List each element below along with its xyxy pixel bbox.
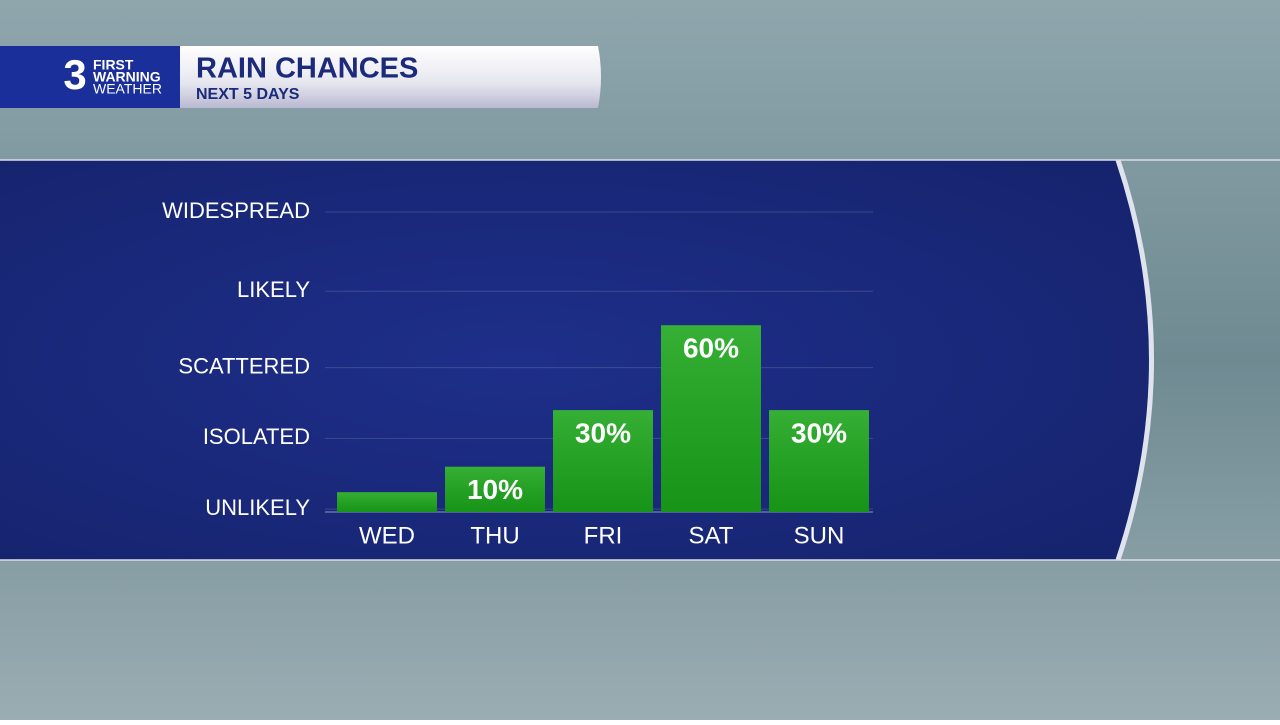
panel-edge	[1115, 159, 1154, 561]
chart-title: RAIN CHANCES	[196, 53, 418, 85]
bar-shade	[445, 466, 545, 512]
x-tick-label: WED	[359, 522, 415, 549]
logo-text: FIRST	[93, 57, 134, 73]
y-tick-label: WIDESPREAD	[162, 198, 310, 223]
logo-box	[0, 46, 180, 108]
bar-shade	[553, 410, 653, 512]
y-tick-label: ISOLATED	[203, 424, 310, 449]
y-tick-label: UNLIKELY	[205, 495, 310, 520]
logo-number: 3	[63, 51, 86, 98]
logo-text: WEATHER	[93, 81, 162, 97]
title-banner	[180, 46, 601, 108]
x-tick-label: SUN	[794, 522, 845, 549]
value-label: 10%	[467, 474, 523, 505]
value-label: 30%	[791, 418, 847, 449]
logo-text: WARNING	[93, 69, 161, 85]
value-label: 30%	[575, 418, 631, 449]
value-label: 60%	[683, 333, 739, 364]
x-tick-label: THU	[470, 522, 519, 549]
chart-subtitle: NEXT 5 DAYS	[196, 86, 300, 103]
y-tick-label: SCATTERED	[178, 353, 310, 378]
bar-shade	[769, 410, 869, 512]
bar-shade	[661, 325, 761, 512]
bar-shade	[337, 492, 437, 512]
y-tick-label: LIKELY	[237, 277, 310, 302]
x-tick-label: SAT	[689, 522, 734, 549]
x-tick-label: FRI	[584, 522, 623, 549]
